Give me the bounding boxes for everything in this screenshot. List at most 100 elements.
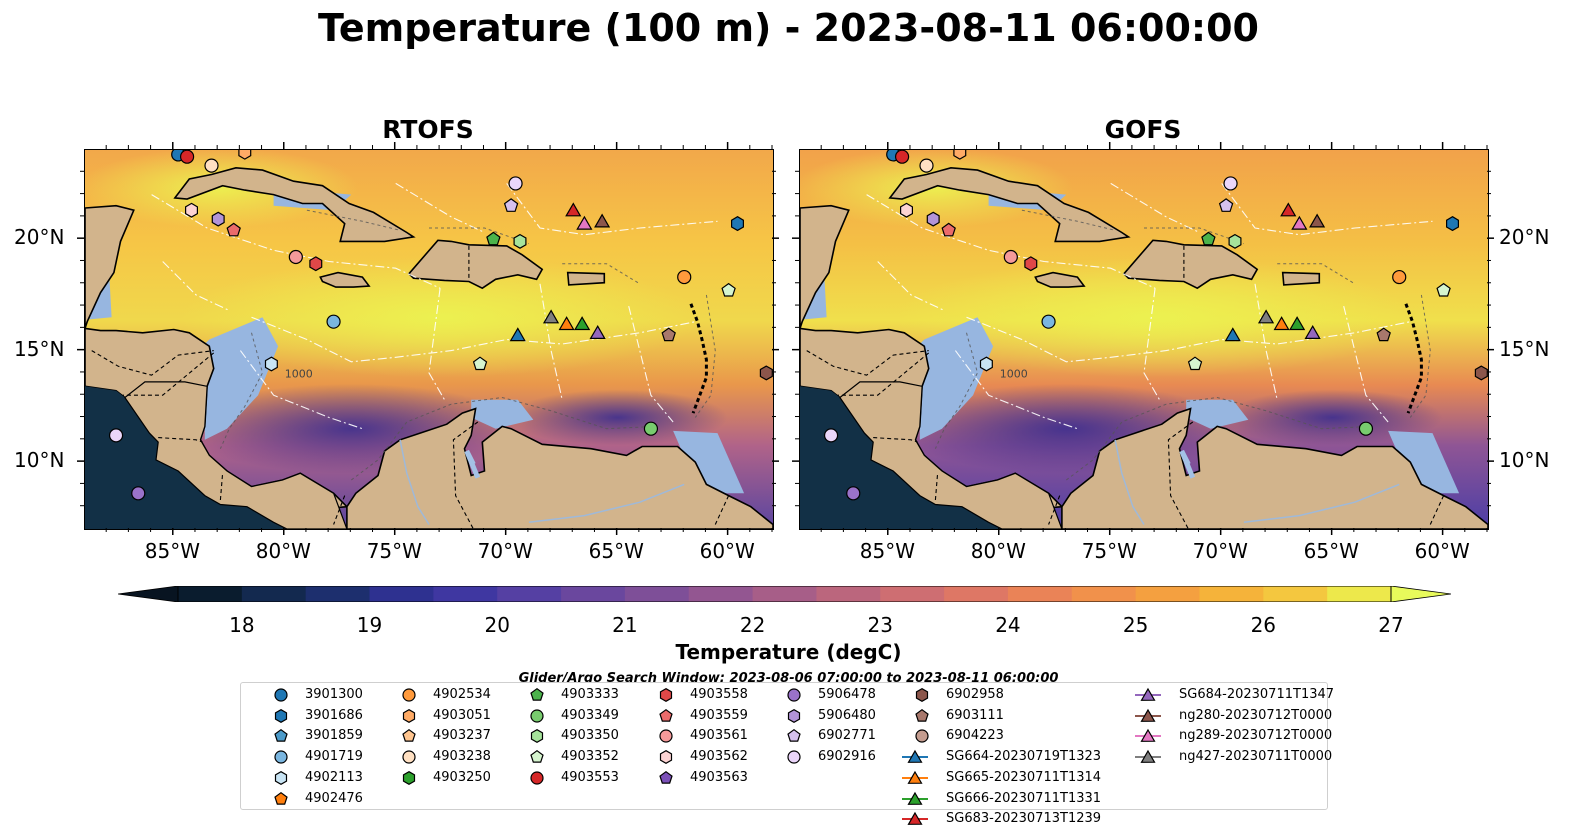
lat-tick-label: 15°N — [14, 336, 65, 361]
legend-marker — [907, 811, 923, 826]
map-marker[interactable] — [594, 213, 611, 228]
map-marker[interactable] — [486, 231, 501, 246]
map-marker[interactable] — [919, 158, 934, 173]
legend-marker — [787, 750, 801, 764]
map-marker[interactable] — [108, 428, 124, 443]
map-marker[interactable] — [1224, 327, 1241, 342]
map-marker[interactable] — [730, 216, 745, 232]
map-marker[interactable] — [472, 356, 488, 371]
legend-label: 4902476 — [305, 790, 363, 806]
map-gofs[interactable]: 1000 — [799, 149, 1489, 530]
legend-label: 4901719 — [305, 749, 363, 765]
lon-tick-label: 85°W — [859, 539, 915, 563]
map-marker[interactable] — [846, 486, 861, 501]
legend-label: 4903558 — [690, 687, 748, 702]
legend-marker — [787, 729, 801, 743]
legend-label: SG683-20230713T1239 — [946, 811, 1102, 827]
map-marker[interactable] — [1304, 325, 1321, 339]
map-rtofs[interactable]: 1000 — [84, 149, 774, 530]
legend-marker — [530, 709, 544, 723]
map-marker[interactable] — [643, 421, 659, 436]
legend-marker — [1140, 708, 1156, 722]
map-marker[interactable] — [1218, 198, 1234, 212]
colorbar-tick-label: 22 — [739, 613, 766, 637]
legend-label: 4903350 — [561, 728, 619, 744]
map-marker[interactable] — [899, 202, 914, 218]
map-marker[interactable] — [1228, 233, 1242, 249]
colorbar-tick-label: 27 — [1378, 613, 1404, 637]
legend: 3901300 3901686 3901859 4901719 4902113 49024… — [240, 682, 1334, 826]
legend-label: ng280-20230712T0000 — [1179, 707, 1333, 723]
map-marker[interactable] — [1358, 421, 1374, 436]
legend-marker — [659, 729, 673, 743]
map-marker[interactable] — [288, 249, 303, 265]
legend-label: 4903349 — [561, 707, 619, 723]
map-marker[interactable] — [238, 150, 252, 160]
map-marker[interactable] — [1376, 327, 1391, 342]
legend-label: 6902771 — [818, 728, 876, 744]
map-marker[interactable] — [565, 202, 582, 217]
colorbar-label: Temperature (degC) — [675, 640, 902, 664]
map-marker[interactable] — [721, 282, 736, 297]
lat-tick-label: 10°N — [1499, 448, 1550, 473]
map-marker[interactable] — [979, 356, 993, 372]
map-marker[interactable] — [309, 256, 323, 272]
colorbar-tick-label: 20 — [484, 613, 510, 637]
map-marker[interactable] — [1024, 256, 1038, 272]
legend-label: SG684-20230711T1347 — [1179, 687, 1335, 702]
map-marker[interactable] — [1280, 202, 1297, 217]
colorbar-tick-label: 18 — [229, 613, 255, 637]
map-marker[interactable] — [574, 316, 591, 331]
panel-title-gofs: GOFS — [1104, 115, 1182, 144]
map-marker[interactable] — [1273, 316, 1290, 331]
map-marker[interactable] — [759, 365, 773, 381]
map-marker[interactable] — [179, 150, 195, 164]
map-marker[interactable] — [558, 316, 575, 331]
map-marker[interactable] — [661, 327, 676, 342]
colorbar-tick-label: 24 — [995, 613, 1021, 637]
map-marker[interactable] — [589, 325, 606, 339]
map-marker[interactable] — [264, 356, 278, 372]
map-marker[interactable] — [1392, 269, 1407, 285]
lon-tick-label: 60°W — [1414, 539, 1470, 563]
map-marker[interactable] — [1436, 282, 1451, 297]
legend-marker — [1140, 749, 1156, 764]
map-marker[interactable] — [926, 211, 940, 227]
map-marker[interactable] — [508, 176, 523, 191]
map-marker[interactable] — [326, 314, 341, 329]
map-marker[interactable] — [1201, 231, 1216, 246]
map-marker[interactable] — [1041, 314, 1056, 329]
map-marker[interactable] — [184, 202, 199, 218]
map-marker[interactable] — [677, 269, 692, 285]
map-marker[interactable] — [1223, 176, 1238, 191]
map-marker[interactable] — [941, 222, 956, 237]
lon-tick-label: 80°W — [255, 539, 311, 563]
map-marker[interactable] — [1187, 356, 1203, 371]
map-marker[interactable] — [1445, 216, 1460, 232]
svg-text:1000: 1000 — [1000, 367, 1028, 380]
map-marker[interactable] — [1309, 213, 1326, 228]
legend-marker — [274, 770, 288, 785]
map-marker[interactable] — [503, 198, 519, 212]
map-marker[interactable] — [226, 222, 241, 237]
map-marker[interactable] — [131, 486, 146, 501]
map-marker[interactable] — [953, 150, 967, 160]
map-marker[interactable] — [1289, 316, 1306, 331]
map-marker[interactable] — [576, 215, 593, 230]
map-marker[interactable] — [204, 158, 219, 173]
colorbar-tick-label: 23 — [867, 613, 893, 637]
colorbar-tick-label: 25 — [1122, 613, 1149, 637]
map-marker[interactable] — [894, 150, 910, 164]
legend-marker — [530, 687, 544, 701]
map-marker[interactable] — [513, 233, 527, 249]
map-marker[interactable] — [1257, 309, 1275, 324]
map-marker[interactable] — [1003, 249, 1018, 265]
map-marker[interactable] — [823, 428, 839, 443]
map-marker[interactable] — [1474, 365, 1488, 381]
legend-label: 5906478 — [818, 687, 876, 702]
map-marker[interactable] — [1291, 215, 1308, 230]
map-marker[interactable] — [509, 327, 526, 342]
map-marker[interactable] — [211, 211, 225, 227]
panel-title-rtofs: RTOFS — [382, 115, 474, 144]
map-marker[interactable] — [542, 309, 560, 324]
